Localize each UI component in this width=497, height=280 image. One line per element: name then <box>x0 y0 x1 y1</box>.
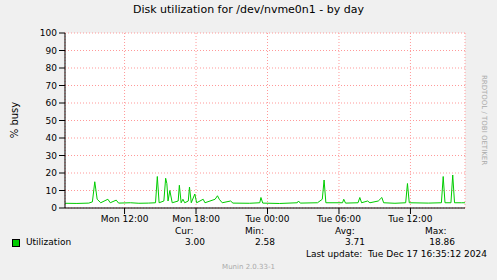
html-text:Min:: Min: <box>245 226 264 236</box>
html-text:Munin 2.0.33-1: Munin 2.0.33-1 <box>222 263 275 271</box>
html-text:% busy: % busy <box>8 101 20 139</box>
html-text:2.58: 2.58 <box>255 237 275 247</box>
svg-text:Tue 06:00: Tue 06:00 <box>316 214 361 224</box>
svg-text:0: 0 <box>51 203 57 213</box>
svg-text:100: 100 <box>40 28 57 38</box>
svg-text:Tue 00:00: Tue 00:00 <box>244 214 289 224</box>
html-text:Avg:: Avg: <box>335 226 355 236</box>
svg-text:Mon 12:00: Mon 12:00 <box>101 214 149 224</box>
svg-text:80: 80 <box>46 63 58 73</box>
svg-text:20: 20 <box>46 168 58 178</box>
svg-text:90: 90 <box>46 46 58 56</box>
html-text:3.00: 3.00 <box>185 237 205 247</box>
svg-text:60: 60 <box>46 98 58 108</box>
html-text:Utilization: Utilization <box>26 237 72 247</box>
html-text:3.71: 3.71 <box>345 237 365 247</box>
svg-text:70: 70 <box>46 81 58 91</box>
html-text:Disk utilization for /dev/nvme: Disk utilization for /dev/nvme0n1 - by d… <box>133 3 364 16</box>
html-text:18.86: 18.86 <box>429 237 455 247</box>
html-text:Max:: Max: <box>425 226 447 236</box>
html-text:RRDTOOL / TOBI OETIKER: RRDTOOL / TOBI OETIKER <box>480 74 488 166</box>
svg-text:Mon 18:00: Mon 18:00 <box>172 214 220 224</box>
svg-text:50: 50 <box>46 116 58 126</box>
html-text:Cur:: Cur: <box>175 226 194 236</box>
svg-text:Tue 12:00: Tue 12:00 <box>387 214 432 224</box>
html-text:Last update: Tue Dec 17 16:35:: Last update: Tue Dec 17 16:35:12 2024 <box>305 249 487 259</box>
svg-text:30: 30 <box>46 151 58 161</box>
svg-text:40: 40 <box>46 133 58 143</box>
svg-text:10: 10 <box>46 186 58 196</box>
